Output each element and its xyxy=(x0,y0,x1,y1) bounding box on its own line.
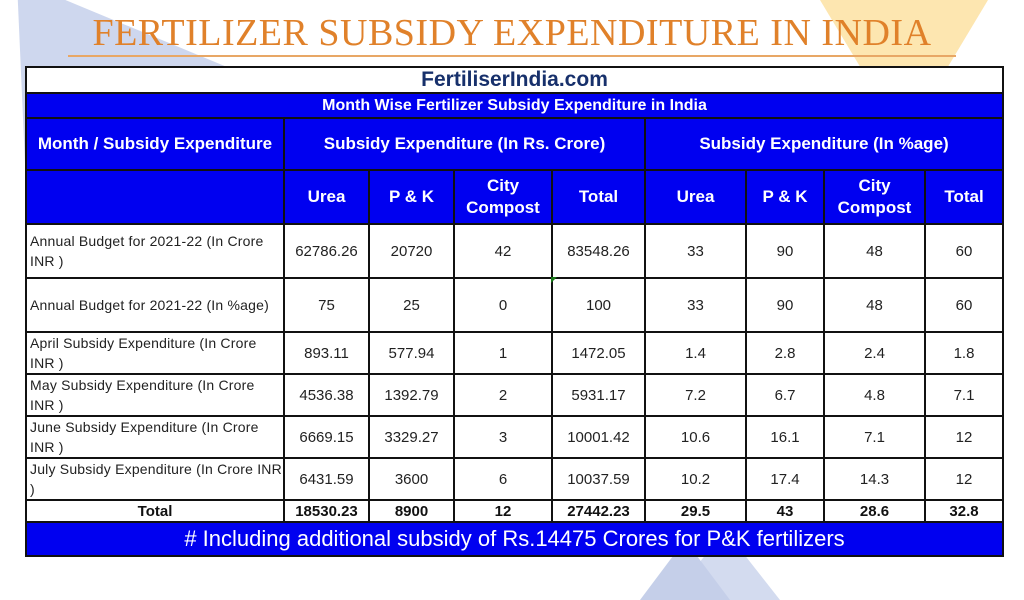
cell: 33 xyxy=(644,223,747,279)
table-row: April Subsidy Expenditure (In Crore INR … xyxy=(25,331,1005,375)
cell: 1472.05 xyxy=(551,331,646,375)
cell: 90 xyxy=(745,223,825,279)
cell: 10037.59 xyxy=(551,457,646,501)
cell: 3329.27 xyxy=(368,415,455,459)
cell-comment-marker xyxy=(551,277,557,283)
cell: 577.94 xyxy=(368,331,455,375)
total-cell: 29.5 xyxy=(644,499,747,523)
table-subtitle: Month Wise Fertilizer Subsidy Expenditur… xyxy=(24,92,1005,119)
cell: 4536.38 xyxy=(283,373,370,417)
cell: 10.6 xyxy=(644,415,747,459)
cell: 7.1 xyxy=(823,415,926,459)
header-total-pct: Total xyxy=(923,169,1005,225)
header-row-groups: Month / Subsidy Expenditure Subsidy Expe… xyxy=(25,117,1005,171)
cell: 60 xyxy=(923,223,1005,279)
total-cell: 18530.23 xyxy=(283,499,370,523)
total-row: Total 18530.23 8900 12 27442.23 29.5 43 … xyxy=(25,499,1005,523)
table-row: July Subsidy Expenditure (In Crore INR )… xyxy=(25,457,1005,501)
row-label: July Subsidy Expenditure (In Crore INR ) xyxy=(25,457,285,501)
table-row: Annual Budget for 2021-22 (In Crore INR … xyxy=(25,223,1005,279)
cell: 0 xyxy=(453,277,553,333)
cell: 33 xyxy=(644,277,747,333)
total-cell: 27442.23 xyxy=(551,499,646,523)
cell: 14.3 xyxy=(823,457,926,501)
cell: 6 xyxy=(453,457,553,501)
cell: 20720 xyxy=(368,223,455,279)
footnote-row: # Including additional subsidy of Rs.144… xyxy=(24,521,1005,557)
header-pk-crore: P & K xyxy=(368,169,455,225)
cell: 4.8 xyxy=(823,373,926,417)
cell: 12 xyxy=(923,415,1005,459)
row-label: April Subsidy Expenditure (In Crore INR … xyxy=(25,331,285,375)
cell: 1.4 xyxy=(644,331,747,375)
cell: 2.4 xyxy=(823,331,926,375)
cell: 7.2 xyxy=(644,373,747,417)
cell: 1.8 xyxy=(923,331,1005,375)
header-urea-pct: Urea xyxy=(644,169,747,225)
header-urea-crore: Urea xyxy=(283,169,370,225)
table-row: June Subsidy Expenditure (In Crore INR )… xyxy=(25,415,1005,459)
total-cell: 43 xyxy=(745,499,825,523)
cell: 7.1 xyxy=(923,373,1005,417)
cell: 17.4 xyxy=(745,457,825,501)
header-compost-pct: City Compost xyxy=(823,169,926,225)
row-label: June Subsidy Expenditure (In Crore INR ) xyxy=(25,415,285,459)
cell: 42 xyxy=(453,223,553,279)
cell: 1 xyxy=(453,331,553,375)
cell: 6.7 xyxy=(745,373,825,417)
table-row: May Subsidy Expenditure (In Crore INR ) … xyxy=(25,373,1005,417)
cell: 90 xyxy=(745,277,825,333)
cell: 60 xyxy=(923,277,1005,333)
header-empty xyxy=(25,169,285,225)
cell: 3 xyxy=(453,415,553,459)
cell: 2 xyxy=(453,373,553,417)
page-title: FERTILIZER SUBSIDY EXPENDITURE IN INDIA xyxy=(92,12,932,54)
total-cell: 8900 xyxy=(368,499,455,523)
cell: 893.11 xyxy=(283,331,370,375)
cell: 3600 xyxy=(368,457,455,501)
header-row-columns: Urea P & K City Compost Total Urea P & K… xyxy=(25,169,1005,225)
row-label: Annual Budget for 2021-22 (In %age) xyxy=(25,277,285,333)
cell: 100 xyxy=(551,277,646,333)
cell: 1392.79 xyxy=(368,373,455,417)
cell: 10001.42 xyxy=(551,415,646,459)
total-cell: 28.6 xyxy=(823,499,926,523)
header-pk-pct: P & K xyxy=(745,169,825,225)
footnote: # Including additional subsidy of Rs.144… xyxy=(24,521,1005,557)
total-cell: 32.8 xyxy=(923,499,1005,523)
title-underline xyxy=(68,55,956,57)
row-label: May Subsidy Expenditure (In Crore INR ) xyxy=(25,373,285,417)
cell: 6431.59 xyxy=(283,457,370,501)
cell: 16.1 xyxy=(745,415,825,459)
cell: 25 xyxy=(368,277,455,333)
table-row: Annual Budget for 2021-22 (In %age) 75 2… xyxy=(25,277,1005,333)
cell: 5931.17 xyxy=(551,373,646,417)
cell: 10.2 xyxy=(644,457,747,501)
subsidy-table: FertiliserIndia.com Month Wise Fertilize… xyxy=(24,66,1005,557)
cell: 48 xyxy=(823,277,926,333)
cell: 62786.26 xyxy=(283,223,370,279)
site-name: FertiliserIndia.com xyxy=(24,66,1005,94)
cell: 2.8 xyxy=(745,331,825,375)
header-compost-crore: City Compost xyxy=(453,169,553,225)
total-cell: 12 xyxy=(453,499,553,523)
site-row: FertiliserIndia.com xyxy=(24,66,1005,94)
header-group-crore: Subsidy Expenditure (In Rs. Crore) xyxy=(283,117,646,171)
cell: 12 xyxy=(923,457,1005,501)
header-total-crore: Total xyxy=(551,169,646,225)
row-label: Annual Budget for 2021-22 (In Crore INR … xyxy=(25,223,285,279)
cell: 48 xyxy=(823,223,926,279)
total-label: Total xyxy=(25,499,285,523)
cell: 83548.26 xyxy=(551,223,646,279)
cell: 6669.15 xyxy=(283,415,370,459)
header-row-label: Month / Subsidy Expenditure xyxy=(25,117,285,171)
header-group-percent: Subsidy Expenditure (In %age) xyxy=(643,117,1005,171)
subtitle-row: Month Wise Fertilizer Subsidy Expenditur… xyxy=(24,92,1005,119)
cell: 75 xyxy=(283,277,370,333)
